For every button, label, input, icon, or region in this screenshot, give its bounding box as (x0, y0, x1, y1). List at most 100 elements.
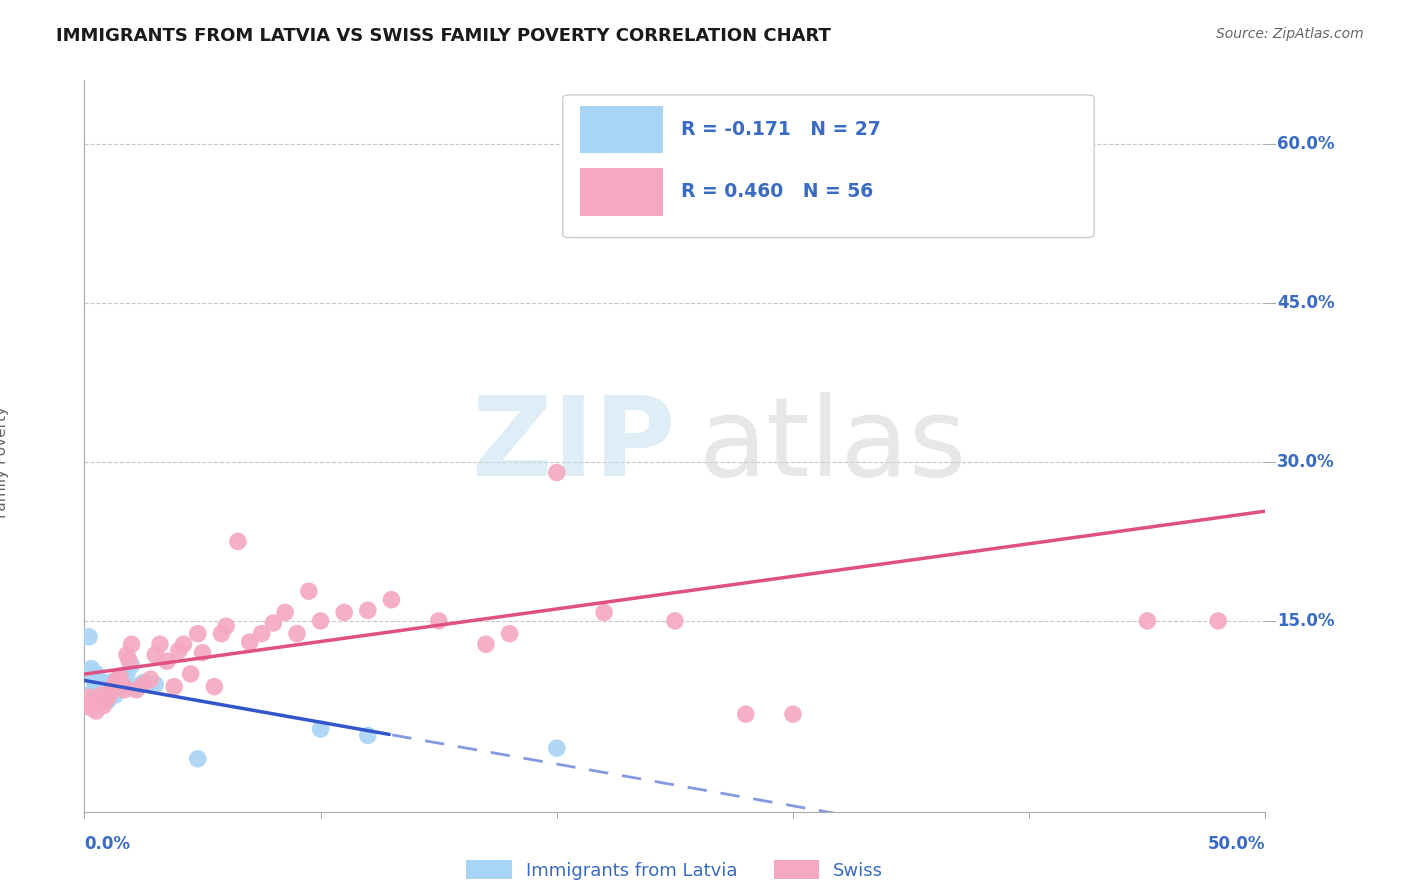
Point (125, 680, 148, 694)
Text: R = 0.460   N = 56: R = 0.460 N = 56 (681, 182, 873, 202)
Point (139, 672, 162, 686)
Text: 50.0%: 50.0% (1208, 835, 1265, 853)
Point (101, 682, 124, 697)
Point (90, 688, 112, 702)
Point (91, 677, 114, 691)
Point (357, 728, 380, 742)
Point (84, 704, 107, 718)
Point (77, 690, 100, 705)
FancyBboxPatch shape (562, 95, 1094, 237)
Point (333, 606, 356, 620)
Point (262, 615, 284, 630)
Point (98, 675, 121, 690)
Point (83, 682, 105, 697)
Point (87, 688, 110, 702)
Point (94, 686, 117, 700)
Point (285, 626, 308, 640)
Point (298, 584, 321, 599)
Point (98, 686, 121, 700)
Point (202, 680, 225, 694)
Point (167, 643, 190, 657)
Point (114, 682, 136, 697)
Point (1206, 614, 1229, 628)
Point (215, 619, 238, 633)
Text: ZIP: ZIP (471, 392, 675, 500)
Point (1136, 614, 1159, 628)
Point (173, 637, 195, 651)
Point (357, 603, 380, 617)
Point (187, 626, 209, 640)
Text: 60.0%: 60.0% (1277, 135, 1334, 153)
Point (90, 682, 112, 697)
Point (83, 697, 105, 711)
Point (80, 701, 103, 715)
Point (115, 667, 138, 681)
Point (239, 635, 262, 649)
Point (274, 606, 297, 620)
Point (104, 675, 127, 690)
Point (226, 534, 249, 549)
Point (187, 752, 209, 766)
Text: IMMIGRANTS FROM LATVIA VS SWISS FAMILY POVERTY CORRELATION CHART: IMMIGRANTS FROM LATVIA VS SWISS FAMILY P… (56, 27, 831, 45)
Point (108, 675, 131, 690)
Point (156, 654, 179, 668)
Point (209, 626, 232, 640)
Point (97, 693, 120, 707)
Point (97, 680, 120, 694)
Point (84, 667, 107, 681)
Text: Source: ZipAtlas.com: Source: ZipAtlas.com (1216, 27, 1364, 41)
Point (87, 672, 110, 686)
Point (108, 669, 131, 683)
Point (91, 698, 114, 713)
Point (77, 630, 100, 644)
Point (104, 688, 127, 702)
Legend: Immigrants from Latvia, Swiss: Immigrants from Latvia, Swiss (460, 853, 890, 887)
Point (101, 680, 124, 694)
Point (664, 614, 686, 628)
Point (125, 682, 148, 697)
Point (84, 677, 107, 691)
Point (309, 614, 332, 628)
Point (111, 677, 134, 691)
Point (132, 675, 155, 690)
Point (121, 637, 143, 651)
Point (163, 680, 186, 694)
Point (380, 592, 402, 607)
Point (546, 741, 568, 756)
Point (97, 690, 120, 705)
Text: R = -0.171   N = 27: R = -0.171 N = 27 (681, 120, 880, 139)
Point (143, 648, 166, 662)
Point (734, 707, 756, 722)
Text: 0.0%: 0.0% (84, 835, 131, 853)
Point (427, 614, 450, 628)
Point (191, 646, 214, 660)
Point (83, 672, 105, 686)
Point (782, 707, 804, 722)
Point (900, 190, 922, 204)
FancyBboxPatch shape (581, 106, 664, 153)
FancyBboxPatch shape (581, 168, 664, 216)
Point (593, 606, 616, 620)
Text: 15.0%: 15.0% (1277, 612, 1334, 630)
Point (475, 637, 498, 651)
Point (107, 672, 129, 686)
Text: 45.0%: 45.0% (1277, 293, 1334, 312)
Text: atlas: atlas (699, 392, 967, 500)
Point (180, 667, 202, 681)
Point (498, 626, 520, 640)
Point (118, 654, 141, 668)
Point (90, 690, 112, 705)
Point (309, 722, 332, 736)
Point (80, 662, 103, 676)
Point (115, 648, 138, 662)
Point (149, 637, 172, 651)
Point (546, 466, 568, 480)
Point (87, 693, 110, 707)
Text: Family Poverty: Family Poverty (0, 406, 10, 518)
Point (250, 626, 273, 640)
Point (121, 658, 143, 673)
Point (94, 693, 117, 707)
Point (143, 677, 166, 691)
Text: 30.0%: 30.0% (1277, 453, 1334, 471)
Point (132, 677, 155, 691)
